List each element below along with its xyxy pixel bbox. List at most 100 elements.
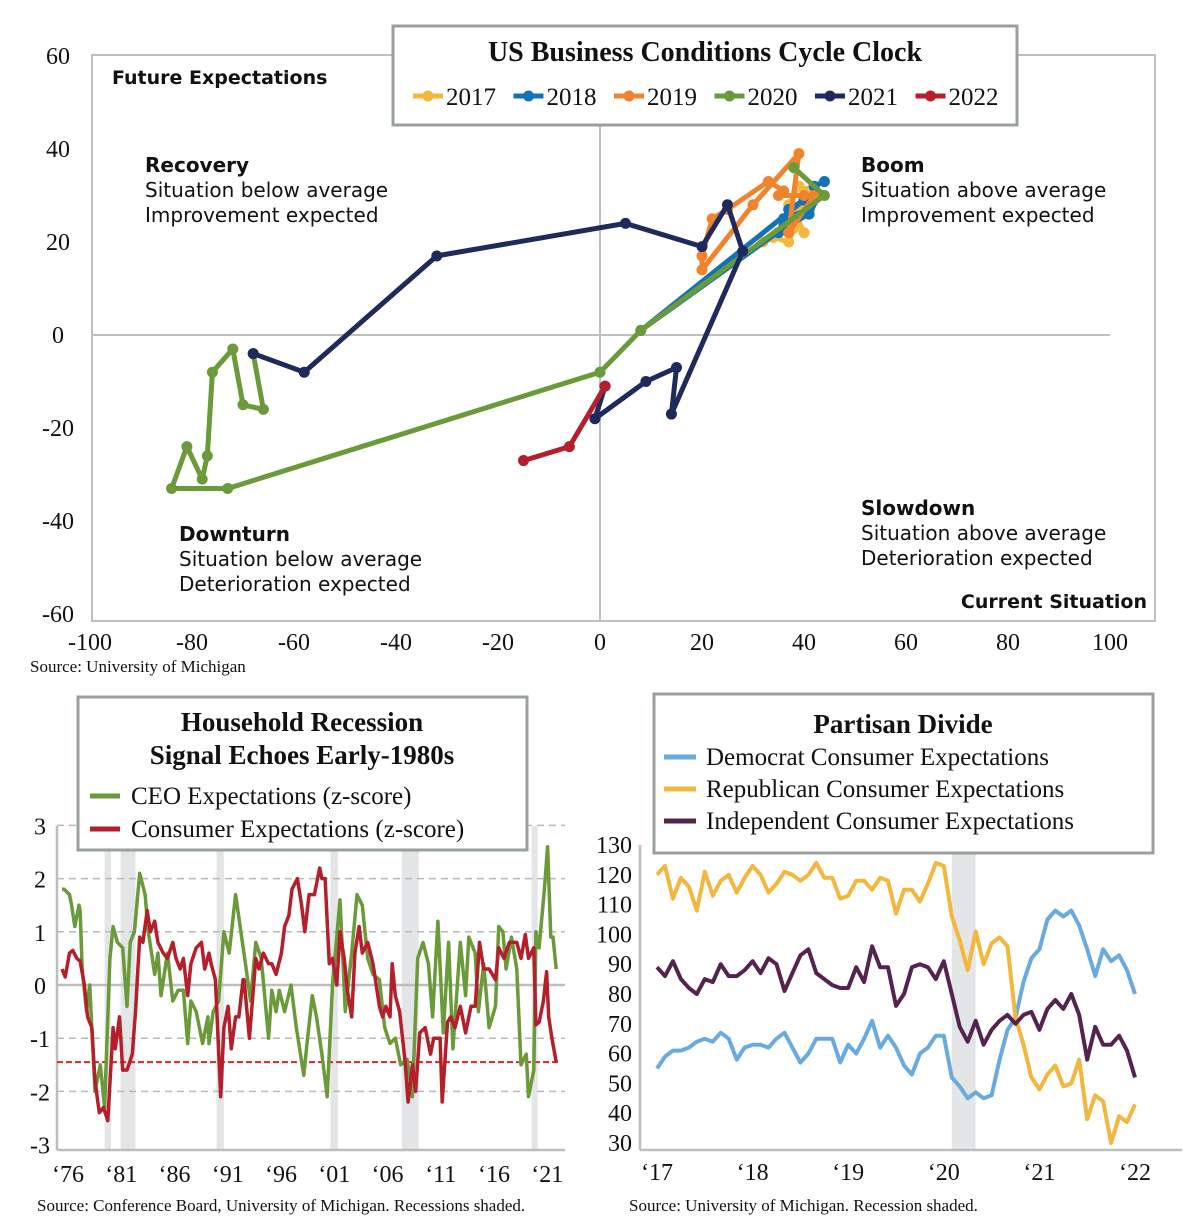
x-tick-label: 40	[792, 630, 816, 656]
legend-label: 2022	[949, 84, 999, 111]
data-point	[818, 190, 830, 201]
data-point	[222, 482, 234, 494]
series-line-2020	[169, 165, 827, 491]
y-tick-label: -2	[30, 1080, 50, 1106]
data-point	[818, 176, 830, 188]
republican-line	[655, 860, 1137, 1145]
quadrant-title-recovery: Recovery	[145, 153, 249, 177]
legend-marker-2017	[422, 90, 434, 102]
legend-label: Democrat Consumer Expectations	[706, 744, 1049, 771]
chart-title: US Business Conditions Cycle Clock	[488, 37, 923, 68]
data-point	[696, 250, 708, 262]
quadrant-desc-downturn: Situation below average	[179, 547, 422, 571]
source-note: Source: Conference Board, University of …	[37, 1196, 525, 1215]
legend-marker-2018	[523, 90, 534, 102]
legend-label: 2021	[848, 84, 898, 111]
legend-label: 2020	[748, 84, 798, 111]
x-tick-label: 80	[996, 630, 1020, 656]
independent-line	[655, 944, 1137, 1078]
y-tick-label: 40	[46, 137, 70, 163]
data-point	[737, 245, 749, 257]
x-tick-label: ‘81	[105, 1162, 137, 1188]
data-point	[237, 399, 249, 411]
x-tick-label: ‘16	[478, 1162, 510, 1188]
x-tick-label: ‘21	[531, 1162, 563, 1188]
legend-label: Consumer Expectations (z-score)	[131, 816, 464, 843]
legend-label: 2017	[446, 84, 496, 111]
y-tick-label: 3	[34, 814, 46, 840]
data-point	[563, 441, 575, 453]
x-tick-label: ‘22	[1119, 1160, 1151, 1186]
x-tick-label: ‘20	[928, 1160, 960, 1186]
x-tick-label: ‘96	[265, 1162, 297, 1188]
data-point	[762, 176, 774, 188]
data-point	[589, 413, 601, 425]
y-tick-label: 120	[596, 863, 632, 889]
legend-marker-2019	[623, 90, 635, 102]
quadrant-desc-slowdown: Situation above average	[861, 521, 1106, 545]
x-tick-label: ‘01	[318, 1162, 350, 1188]
legend-marker-2020	[724, 90, 735, 102]
x-tick-label: ‘86	[159, 1162, 191, 1188]
legend-label: Republican Consumer Expectations	[706, 776, 1064, 803]
data-point	[635, 324, 647, 336]
x-tick-label: ‘06	[372, 1162, 404, 1188]
x-tick-label: ‘21	[1023, 1160, 1055, 1186]
x-tick-label: 0	[594, 630, 606, 656]
quadrant-desc-recovery: Situation below average	[145, 178, 388, 202]
data-point	[206, 366, 218, 378]
series-line-2021	[250, 202, 746, 422]
cycle-clock-chart: -100 -80 -60 -40 -20 0 20 40 60 80 100 60 40 20 0 -20 -4…	[30, 24, 1156, 676]
y-tick-label: 30	[608, 1131, 632, 1157]
legend-marker-2022	[925, 90, 936, 102]
y-tick-label: 90	[608, 952, 632, 978]
data-point	[793, 148, 805, 160]
y-tick-label: -40	[42, 509, 74, 535]
y-tick-label: -60	[42, 602, 74, 628]
legend-box	[76, 695, 529, 852]
data-point	[783, 227, 795, 239]
quadrant-desc-boom: Situation above average	[861, 178, 1106, 202]
legend-box	[652, 692, 1155, 855]
y-tick-label: 60	[608, 1042, 632, 1068]
legend-marker-2021	[824, 90, 836, 102]
democrat-line	[655, 908, 1137, 1101]
data-point	[620, 217, 631, 229]
x-tick-label: -20	[482, 630, 514, 656]
data-point	[227, 343, 239, 355]
legend: Partisan Divide Democrat Consumer Expecta…	[652, 692, 1155, 855]
y-tick-label: 80	[608, 982, 632, 1008]
data-point	[166, 482, 178, 494]
x-tick-label: -80	[176, 630, 208, 656]
y-tick-label: 110	[597, 893, 632, 919]
y-tick-label: 2	[34, 868, 46, 894]
data-point	[181, 441, 193, 453]
y-tick-label: -3	[30, 1134, 50, 1160]
y-tick-label: 60	[46, 44, 70, 70]
legend: US Business Conditions Cycle Clock 2017 20…	[391, 24, 1019, 127]
y-tick-label: 0	[52, 323, 64, 349]
data-point	[196, 473, 208, 485]
x-tick-label: 60	[894, 630, 918, 656]
quadrant-title-boom: Boom	[861, 153, 925, 177]
data-point	[518, 455, 529, 467]
data-point	[640, 376, 652, 387]
data-point	[594, 366, 606, 378]
y-tick-label: 130	[596, 833, 632, 859]
series-2021	[247, 199, 749, 425]
data-point	[599, 380, 611, 392]
data-point	[722, 199, 733, 211]
household-recession-chart: 3 2 1 0 -1 -2 -3‘76 ‘81 ‘86 ‘91 ‘96 ‘01 ‘06 ‘11 ‘16 ‘21…	[30, 695, 565, 1215]
legend-box	[391, 24, 1019, 127]
recession-band	[951, 845, 976, 1150]
data-point	[747, 199, 759, 211]
y-tick-label: 70	[608, 1012, 632, 1038]
x-tick-label: -100	[68, 630, 112, 656]
data-point	[257, 403, 269, 415]
data-point	[431, 250, 443, 262]
data-point	[773, 190, 784, 201]
x-tick-label: 100	[1092, 630, 1128, 656]
x-tick-label: ‘19	[832, 1160, 864, 1186]
